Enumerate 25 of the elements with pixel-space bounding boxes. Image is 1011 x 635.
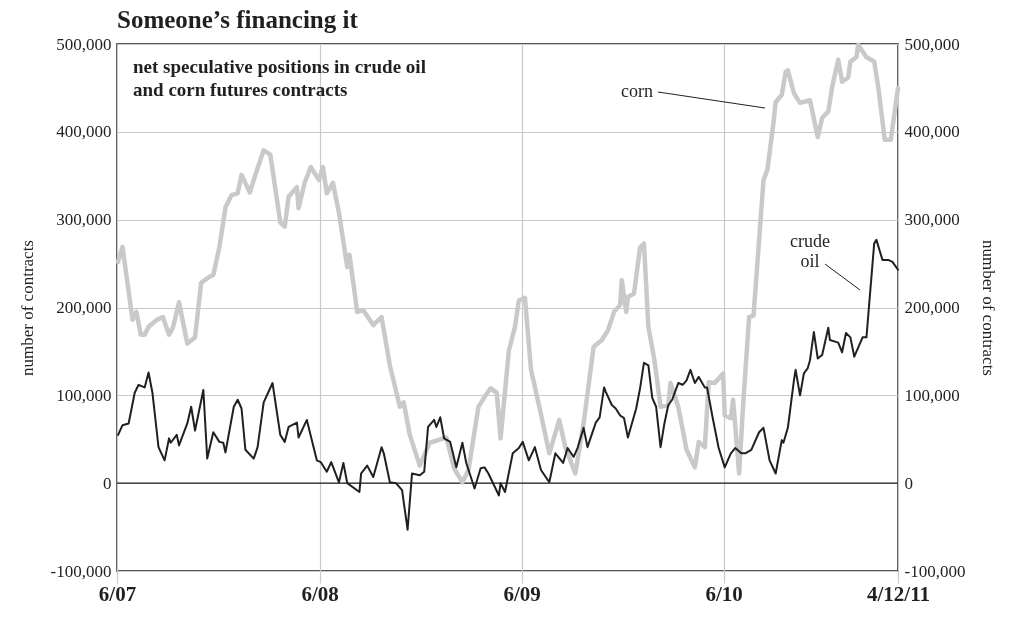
y2-tick-label: 300,000 [904,210,960,230]
y2-tick-label: 0 [904,473,913,493]
y2-tick-label: 500,000 [904,34,960,54]
y-tick-label: 500,000 [56,34,112,54]
annotation: corn [621,81,653,101]
y2-tick-label: -100,000 [904,561,966,581]
text: net speculative positions in crude oil and corn futures contracts [133,56,426,100]
annotation: crude oil [790,231,830,271]
y-tick-label: 400,000 [56,122,112,142]
chart-title: Someone’s financing it [117,6,359,33]
y-tick-label: 200,000 [56,298,112,317]
y-axis-title: number of contracts [17,240,37,376]
y2-tick-label: 200,000 [904,298,960,317]
y2-axis-title: number of contracts [979,240,999,376]
x-tick-label: 4/12/11 [866,581,931,606]
x-tick-label: 6/09 [503,581,541,606]
y2-tick-label: 100,000 [904,385,960,405]
y-tick-label: 300,000 [56,210,112,230]
x-tick-label: 6/07 [98,581,137,606]
y-tick-label: 100,000 [56,385,112,405]
y2-tick-label: 400,000 [904,122,960,142]
y-tick-label: 0 [103,473,112,493]
y-tick-label: -100,000 [50,561,112,581]
x-tick-label: 6/08 [301,581,339,606]
x-tick-label: 6/10 [705,581,743,606]
